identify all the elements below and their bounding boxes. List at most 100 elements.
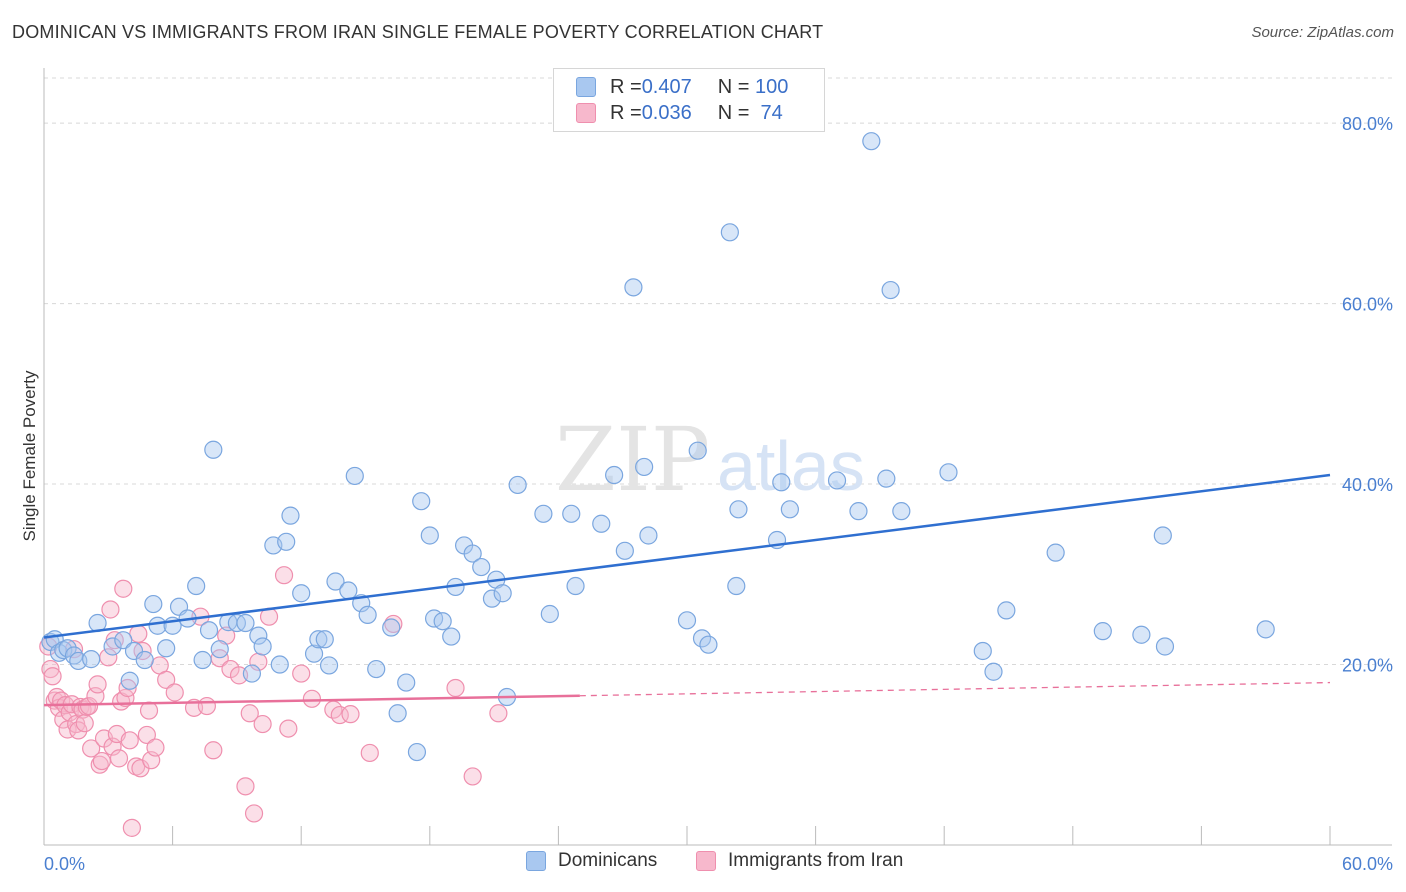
iran-point	[253, 714, 272, 734]
iran-point	[114, 579, 133, 598]
dominicans-point	[534, 504, 553, 523]
dominicans-point	[729, 500, 748, 519]
dominicans-point	[493, 584, 512, 603]
dominicans-point	[720, 223, 739, 242]
iran-point	[274, 566, 294, 585]
dominicans-point	[277, 532, 296, 551]
dominicans-point	[397, 673, 416, 692]
dominicans-point	[367, 659, 386, 679]
dominicans-point	[639, 526, 658, 545]
watermark-zip: ZIP	[555, 408, 710, 511]
iran-point	[302, 689, 322, 708]
dominicans-point	[281, 506, 300, 525]
dominicans-point	[1153, 526, 1172, 545]
dominicans-point	[463, 544, 482, 563]
bottom-legend-label: Immigrants from Iran	[728, 850, 904, 871]
dominicans-point	[249, 626, 268, 645]
dominicans-point	[58, 639, 77, 658]
iran-point	[109, 749, 129, 768]
series-dominicans-points	[41, 132, 1275, 762]
y-tick-label: 60.0%	[1342, 295, 1393, 315]
dominicans-point	[407, 742, 427, 762]
bottom-legend-dominicans: Dominicans	[526, 850, 657, 872]
iran-point	[146, 738, 165, 757]
dominicans-point	[862, 132, 881, 151]
dominicans-point	[635, 457, 654, 477]
dominicans-point	[304, 644, 324, 663]
dominicans-point	[135, 650, 154, 670]
dominicans-point	[877, 469, 896, 488]
dominicans-point	[253, 637, 272, 656]
legend-r-value: 0.407	[641, 75, 692, 98]
dominicans-point	[482, 589, 502, 608]
trend-line-dominicans	[43, 473, 1331, 639]
dominicans-point	[103, 637, 122, 656]
iran-point	[69, 721, 88, 740]
dominicans-point	[540, 604, 559, 624]
iran-point	[79, 696, 99, 716]
iran-point	[236, 777, 255, 796]
iran-point	[137, 725, 156, 745]
dominicans-point	[1046, 543, 1065, 562]
dominicans-point	[242, 664, 262, 683]
dominicans-point	[82, 650, 101, 669]
dominicans-point	[315, 630, 334, 649]
dominicans-point	[236, 613, 255, 633]
iran-point	[101, 600, 120, 619]
iran-point	[446, 678, 465, 698]
dominicans-point	[984, 662, 1003, 681]
iran-point	[82, 739, 101, 758]
stats-legend: R = 0.407 N = 100 R = 0.036 N = 74	[553, 68, 825, 132]
iran-point	[489, 704, 508, 723]
dominicans-point	[772, 473, 791, 492]
dominicans-point	[592, 514, 611, 533]
dominicans-point	[727, 576, 746, 596]
dominicans-point	[412, 492, 431, 511]
legend-r-value: 0.036	[641, 101, 692, 124]
y-tick-label: 20.0%	[1342, 656, 1393, 676]
dominicans-point	[615, 541, 634, 560]
iran-point	[341, 705, 360, 724]
iran-point	[120, 731, 139, 750]
dominicans-point	[472, 557, 491, 577]
legend-r-label: R =	[610, 75, 642, 98]
iran-point	[157, 670, 176, 689]
iran-point	[118, 678, 137, 698]
dominicans-point	[339, 581, 358, 600]
y-tick-label: 80.0%	[1342, 114, 1393, 134]
dominicans-point	[345, 466, 364, 486]
bottom-swatch-blue	[526, 851, 546, 871]
dominicans-point	[193, 650, 212, 670]
legend-row-dominicans: R = 0.407 N = 100	[576, 74, 788, 100]
dominicans-point	[624, 278, 643, 297]
dominicans-point	[319, 656, 339, 675]
dominicans-point	[388, 704, 407, 723]
dominicans-point	[199, 621, 219, 640]
dominicans-point	[780, 500, 799, 519]
dominicans-point	[605, 465, 624, 485]
dominicans-point	[309, 630, 328, 649]
dominicans-point	[210, 640, 229, 659]
x-tick-label: 60.0%	[1342, 854, 1393, 874]
iran-point	[92, 751, 111, 771]
dominicans-point	[157, 639, 176, 658]
dominicans-point	[849, 502, 868, 521]
iran-point	[463, 767, 482, 786]
dominicans-point	[204, 440, 223, 459]
dominicans-point	[442, 627, 461, 646]
iran-point	[279, 719, 298, 738]
axes	[43, 68, 1392, 846]
dominicans-point	[270, 655, 289, 674]
bottom-legend-label: Dominicans	[558, 850, 658, 871]
legend-swatch-pink	[576, 103, 596, 123]
iran-point	[197, 696, 216, 716]
iran-point	[122, 818, 141, 837]
iran-point	[75, 714, 94, 733]
y-axis-title: Single Female Poverty	[20, 370, 39, 542]
dominicans-point	[114, 631, 133, 650]
legend-r-label: R =	[610, 101, 642, 124]
dominicans-point	[508, 475, 527, 495]
dominicans-point	[827, 471, 847, 490]
dominicans-point	[292, 584, 311, 603]
